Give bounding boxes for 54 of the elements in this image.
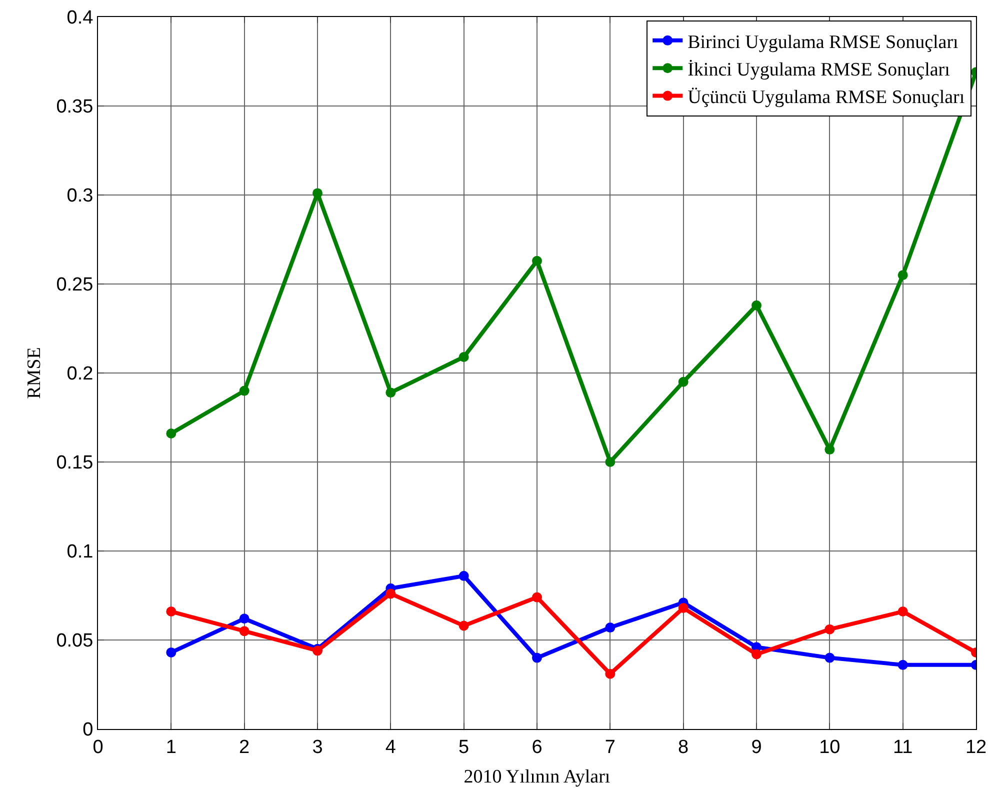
point [898, 270, 908, 280]
y-tick-label: 0.25 [56, 274, 94, 296]
point [239, 386, 250, 396]
y-tick-label: 0.2 [66, 364, 94, 385]
point [752, 649, 762, 660]
point [386, 388, 396, 398]
point [458, 620, 469, 631]
point [605, 457, 616, 467]
x-tick-label: 1 [166, 736, 176, 758]
x-tick-label: 8 [678, 736, 689, 758]
point [312, 188, 322, 198]
x-tick-label: 4 [385, 736, 396, 758]
x-tick-label: 12 [965, 736, 987, 758]
x-tick-label: 5 [458, 736, 470, 758]
x-tick-label: 6 [532, 736, 542, 758]
point [752, 300, 762, 310]
y-tick-label: 0.1 [66, 542, 94, 563]
legend-label: İkinci Uygulama RMSE Sonuçları [688, 60, 950, 81]
point [824, 624, 835, 634]
point [166, 606, 176, 617]
point [166, 647, 176, 658]
y-axis-title: RMSE [24, 347, 46, 399]
x-tick-label: 2 [239, 736, 250, 758]
x-tick-label: 3 [312, 736, 323, 758]
point [458, 570, 469, 581]
point [239, 626, 250, 636]
point [239, 614, 250, 624]
point [166, 428, 176, 439]
x-tick-label: 7 [604, 736, 616, 758]
point [532, 256, 542, 266]
x-axis-title: 2010 Yılının Ayları [464, 766, 610, 788]
y-tick-label: 0.4 [66, 8, 94, 29]
point [458, 352, 469, 362]
y-tick-label: 0 [82, 720, 94, 741]
point [678, 376, 688, 387]
point [605, 622, 616, 633]
point [824, 652, 835, 663]
point [824, 444, 835, 455]
legend-label: Birinci Uygulama RMSE Sonuçları [688, 32, 958, 53]
y-tick-label: 0.35 [56, 96, 94, 118]
point [898, 660, 908, 670]
point [605, 668, 616, 679]
y-tick-label: 0.15 [56, 452, 94, 474]
point [386, 588, 396, 599]
point [898, 606, 908, 617]
x-tick-label: 10 [819, 736, 840, 758]
x-tick-label: 9 [751, 736, 762, 758]
legend-label: Üçüncü Uygulama RMSE Sonuçları [688, 87, 965, 108]
point [678, 602, 688, 613]
point [532, 652, 542, 663]
x-tick-label: 11 [892, 736, 913, 758]
y-tick-label: 0.3 [66, 186, 94, 207]
point [532, 592, 542, 602]
y-tick-label: 0.05 [56, 630, 94, 652]
